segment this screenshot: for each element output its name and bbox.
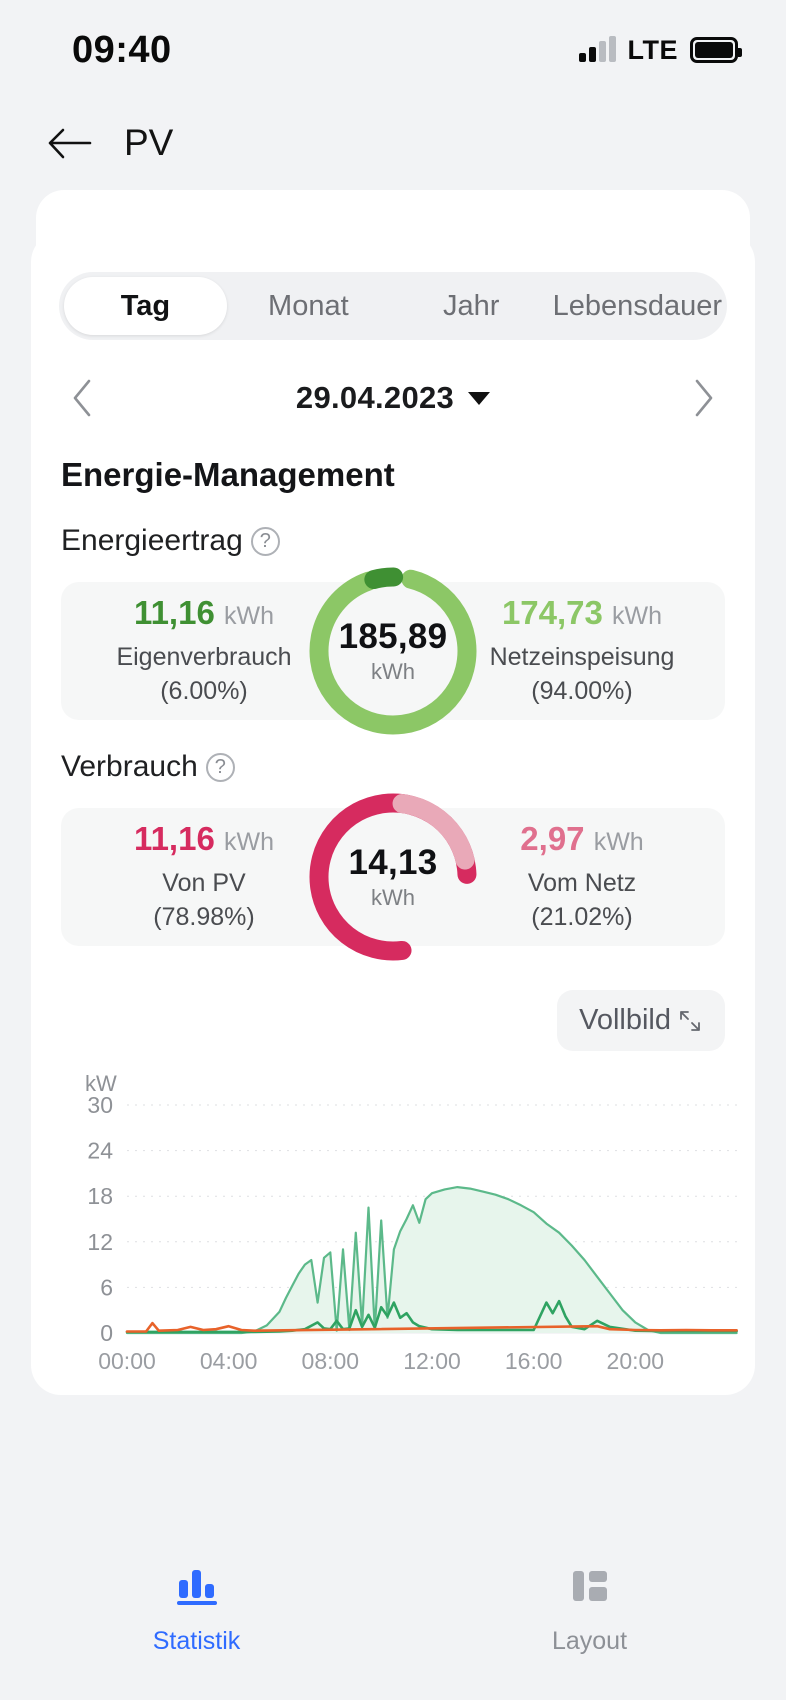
yield-left-stat: 11,16 kWh Eigenverbrauch (6.00%) [79,594,329,709]
consumption-total-value: 14,13 [348,843,438,882]
date-dropdown[interactable]: 29.04.2023 [295,380,491,416]
chevron-left-icon[interactable] [59,375,105,421]
bottom-nav-label: Layout [551,1627,628,1655]
svg-text:16:00: 16:00 [505,1348,563,1374]
svg-text:kW: kW [85,1071,117,1096]
svg-text:20:00: 20:00 [607,1348,665,1374]
svg-text:00:00: 00:00 [98,1348,156,1374]
energy-card: Tag Monat Jahr Lebensdauer 29.04.2023 En… [31,232,755,1395]
power-chart[interactable]: kW 0 6 12 18 24 30 00:00 04:00 08:00 12:00 16:00 20:… [31,1065,755,1395]
fullscreen-label: Vollbild [579,1004,671,1036]
date-navigator: 29.04.2023 [59,366,727,430]
question-mark-icon[interactable]: ? [250,526,280,556]
svg-text:30: 30 [87,1092,113,1118]
bottom-nav-statistik[interactable]: Statistik [0,1564,393,1656]
bar-chart-icon [173,1564,221,1613]
bottom-nav-label: Statistik [152,1627,241,1655]
bottom-nav-layout[interactable]: Layout [393,1564,786,1656]
status-bar: 09:40 LTE [0,0,786,100]
consumption-right-value: 2,97 kWh [520,819,644,857]
caret-down-icon [468,391,491,405]
period-segmented-control[interactable]: Tag Monat Jahr Lebensdauer [59,272,727,340]
subsection-verbrauch: Verbrauch ? [61,750,755,784]
yield-left-unit: kWh [223,601,274,630]
consumption-right-percent: (21.02%) [531,902,633,931]
consumption-left-label: Von PV (78.98%) [153,868,255,931]
consumption-right-stat: 2,97 kWh Vom Netz (21.02%) [457,820,707,935]
consumption-right-unit: kWh [593,827,644,856]
yield-right-label: Netzeinspeisung (94.00%) [489,642,675,705]
yield-total-value: 185,89 [338,617,448,656]
yield-donut-center: 185,89 kWh [300,617,486,685]
subsection-energieertrag: Energieertrag ? [61,524,755,558]
tab-tag[interactable]: Tag [64,277,227,335]
tab-monat[interactable]: Monat [268,289,349,322]
consumption-total-unit: kWh [371,885,415,910]
battery-full-icon [690,37,742,63]
svg-text:08:00: 08:00 [302,1348,360,1374]
consumption-donut-chart: 14,13 kWh [300,784,486,970]
yield-total-unit: kWh [371,659,415,684]
consumption-stats: 11,16 kWh Von PV (78.98%) 2,97 kWh Vom N… [61,793,725,961]
consumption-left-percent: (78.98%) [153,902,255,931]
subsection-label: Energieertrag [61,524,243,557]
svg-text:0: 0 [100,1320,113,1346]
subsection-label: Verbrauch [61,750,198,783]
network-type-label: LTE [627,34,678,65]
fullscreen-row: Vollbild [61,990,725,1051]
consumption-left-stat: 11,16 kWh Von PV (78.98%) [79,820,329,935]
svg-text:18: 18 [87,1183,113,1209]
back-arrow-icon[interactable] [46,126,92,160]
yield-left-value: 11,16 kWh [134,593,274,631]
bottom-navigation: Statistik Layout [0,1534,786,1700]
status-indicators: LTE [578,34,742,66]
tab-lebensdauer[interactable]: Lebensdauer [552,289,722,322]
yield-left-percent: (6.00%) [160,676,248,705]
layout-grid-icon [566,1564,614,1613]
svg-text:12:00: 12:00 [403,1348,461,1374]
svg-text:6: 6 [100,1274,113,1300]
page-title: PV [124,122,174,163]
tab-jahr[interactable]: Jahr [443,289,500,322]
status-clock: 09:40 [72,28,172,71]
svg-text:12: 12 [87,1229,113,1255]
signal-bars-icon [578,36,616,62]
yield-right-unit: kWh [612,601,663,630]
fullscreen-button[interactable]: Vollbild [557,990,725,1051]
svg-text:04:00: 04:00 [200,1348,258,1374]
consumption-donut-center: 14,13 kWh [300,843,486,911]
yield-right-percent: (94.00%) [531,676,633,705]
section-heading-energy-management: Energie-Management [61,456,395,493]
yield-right-value: 174,73 kWh [501,593,663,631]
nav-bar: PV [0,100,786,186]
consumption-right-label: Vom Netz (21.02%) [527,868,637,931]
consumption-left-unit: kWh [223,827,274,856]
yield-donut-chart: 185,89 kWh [300,558,486,744]
svg-text:24: 24 [87,1138,113,1164]
yield-stats: 11,16 kWh Eigenverbrauch (6.00%) 174,73 … [61,567,725,735]
chevron-right-icon[interactable] [681,375,727,421]
expand-arrows-icon [677,1008,703,1034]
yield-right-stat: 174,73 kWh Netzeinspeisung (94.00%) [457,594,707,709]
date-label: 29.04.2023 [295,380,455,415]
consumption-left-value: 11,16 kWh [134,819,274,857]
question-mark-icon[interactable]: ? [205,752,235,782]
yield-left-label: Eigenverbrauch (6.00%) [116,642,292,705]
